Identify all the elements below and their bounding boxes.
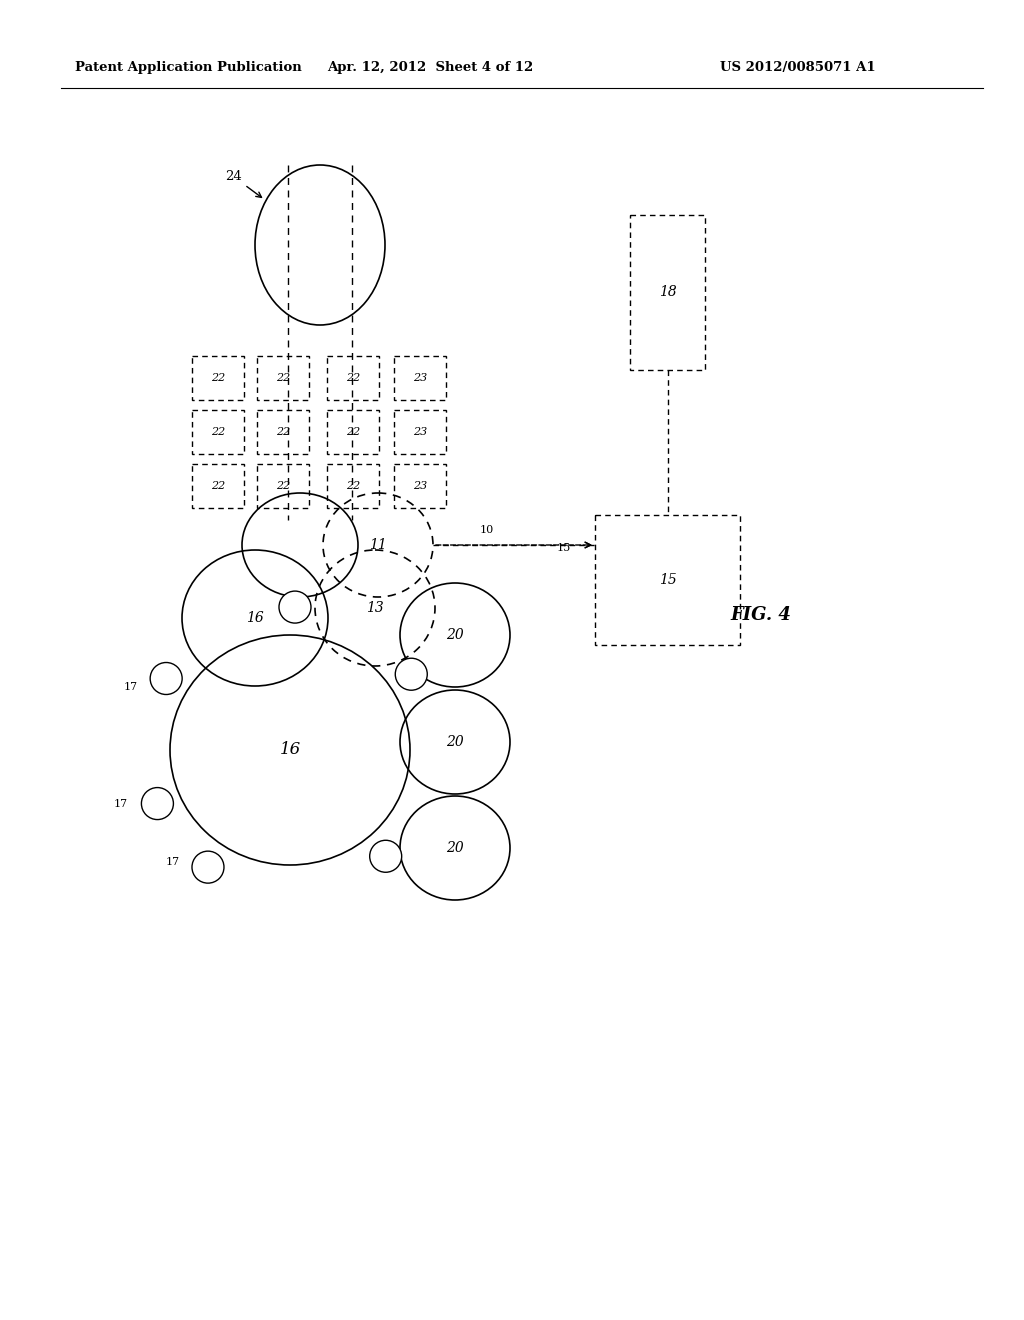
Text: Apr. 12, 2012  Sheet 4 of 12: Apr. 12, 2012 Sheet 4 of 12 [327, 62, 534, 74]
Text: US 2012/0085071 A1: US 2012/0085071 A1 [720, 62, 876, 74]
Text: 23: 23 [413, 480, 427, 491]
Ellipse shape [141, 788, 173, 820]
Text: 22: 22 [346, 374, 360, 383]
Text: 15: 15 [557, 543, 571, 553]
Text: 16: 16 [246, 611, 264, 624]
Text: 22: 22 [211, 480, 225, 491]
Text: 23: 23 [413, 374, 427, 383]
Text: 10: 10 [480, 525, 495, 535]
Text: 23: 23 [413, 426, 427, 437]
Bar [193, 356, 244, 400]
Text: 18: 18 [658, 285, 677, 300]
Text: 22: 22 [346, 480, 360, 491]
Bar [257, 465, 309, 508]
Bar [193, 411, 244, 454]
Bar [394, 356, 446, 400]
Text: 11: 11 [369, 539, 387, 552]
Text: 22: 22 [211, 426, 225, 437]
Text: 17: 17 [166, 857, 180, 867]
Text: 22: 22 [275, 426, 290, 437]
Bar [193, 465, 244, 508]
Text: 20: 20 [446, 628, 464, 642]
Text: 22: 22 [346, 426, 360, 437]
Text: 22: 22 [211, 374, 225, 383]
Bar [595, 515, 740, 645]
Bar [327, 411, 379, 454]
Ellipse shape [395, 659, 427, 690]
Text: 22: 22 [275, 480, 290, 491]
Text: 13: 13 [367, 601, 384, 615]
Bar [327, 356, 379, 400]
Bar [257, 411, 309, 454]
Text: 24: 24 [225, 170, 261, 198]
Text: 17: 17 [114, 799, 127, 809]
Text: FIG. 4: FIG. 4 [730, 606, 791, 624]
Bar [257, 356, 309, 400]
Ellipse shape [279, 591, 311, 623]
Ellipse shape [191, 851, 224, 883]
Text: Patent Application Publication: Patent Application Publication [75, 62, 302, 74]
Bar [394, 411, 446, 454]
Bar [630, 215, 705, 370]
Text: 20: 20 [446, 735, 464, 748]
Text: 16: 16 [280, 742, 301, 759]
Text: 17: 17 [124, 681, 138, 692]
Text: 15: 15 [658, 573, 677, 587]
Text: 20: 20 [446, 841, 464, 855]
Text: 22: 22 [275, 374, 290, 383]
Ellipse shape [151, 663, 182, 694]
Bar [327, 465, 379, 508]
Ellipse shape [370, 841, 401, 873]
Bar [394, 465, 446, 508]
